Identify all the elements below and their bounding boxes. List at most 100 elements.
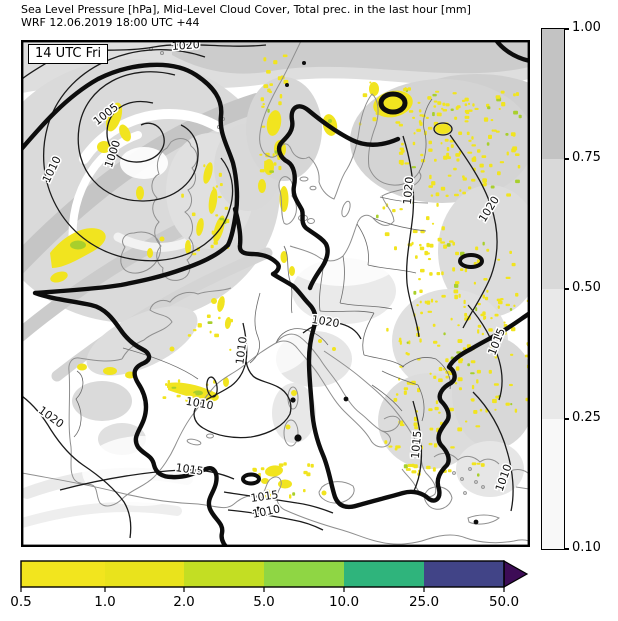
precip-speckle — [446, 153, 449, 157]
precip-speckle — [428, 127, 432, 130]
precip-speckle — [481, 463, 485, 467]
precip-colorbar-segment — [21, 561, 105, 587]
precip-speckle — [178, 379, 180, 383]
precip-speckle — [396, 393, 399, 396]
precip-speckle — [515, 153, 520, 156]
precip-speckle — [463, 306, 466, 308]
precip-speckle — [453, 168, 457, 171]
precip-speckle — [453, 92, 457, 94]
precip-speckle — [458, 359, 462, 363]
precip-speckle — [478, 303, 481, 305]
precip-speckle — [279, 463, 284, 467]
precip-colorbar-tick-label: 50.0 — [489, 594, 519, 609]
precip-speckle — [465, 421, 468, 423]
precip-speckle — [483, 242, 485, 246]
precip-speckle — [460, 268, 463, 271]
precip-speckle — [515, 409, 517, 413]
precip-colorbar-tick-label: 5.0 — [253, 594, 274, 609]
precip-speckle — [261, 106, 264, 108]
precip-speckle — [406, 468, 411, 471]
precip-speckle — [432, 94, 436, 97]
precip-speckle — [429, 272, 432, 276]
precip-speckle — [477, 149, 481, 153]
cloud-colorbar-tick — [564, 288, 569, 289]
precip-speckle — [488, 135, 492, 139]
precip-speckle — [177, 395, 181, 398]
precip-speckle — [518, 165, 521, 169]
precip-speckle — [267, 109, 269, 113]
precip-speckle — [494, 409, 496, 411]
precip-speckle — [506, 304, 510, 306]
precip-speckle — [457, 105, 461, 108]
precip-speckle — [208, 321, 213, 324]
precip-speckle — [454, 284, 458, 288]
precip-speckle — [406, 352, 408, 355]
precip-speckle — [504, 322, 506, 324]
cloud-colorbar-tick-label: 0.25 — [572, 410, 601, 425]
precip-speckle — [215, 214, 218, 216]
precip-speckle — [426, 216, 430, 220]
precip-colorbar-tick-label: 25.0 — [409, 594, 439, 609]
precip-speckle — [476, 379, 478, 383]
precip-speckle — [399, 340, 402, 342]
precip-speckle — [214, 241, 218, 244]
precip-speckle — [426, 252, 430, 254]
precip-speckle — [167, 384, 170, 388]
precip-speckle — [501, 102, 505, 106]
precip-speckle — [465, 103, 468, 106]
precip-speckle — [465, 110, 469, 113]
precip-speckle — [420, 154, 423, 156]
precip-speckle — [464, 313, 467, 317]
precip-speckle — [398, 445, 401, 448]
precip-speckle — [468, 186, 471, 189]
precip-speckle — [454, 290, 459, 294]
figure-title-line2: WRF 12.06.2019 18:00 UTC +44 — [21, 16, 471, 29]
precip-speckle — [516, 92, 519, 96]
precip-speckle — [513, 111, 518, 115]
precip-speckle — [422, 115, 426, 118]
precip-speckle — [261, 97, 264, 101]
precip-speckle — [473, 410, 477, 414]
precip-speckle — [259, 154, 262, 156]
precip-speckle — [168, 380, 170, 384]
precip-speckle — [433, 341, 437, 344]
precip-speckle — [408, 464, 412, 467]
precip-speckle — [487, 142, 490, 145]
precip-speckle — [435, 301, 438, 303]
precip-speckle — [430, 428, 434, 431]
precip-speckle — [430, 373, 432, 375]
precip-speckle — [451, 109, 454, 112]
precip-speckle — [407, 342, 409, 344]
precip-speckle — [510, 403, 512, 405]
precip-speckle — [472, 385, 474, 389]
precip-speckle — [283, 462, 286, 465]
precip-speckle — [419, 290, 422, 294]
precip-speckle — [471, 136, 473, 140]
precip-speckle — [455, 281, 459, 284]
precip-speckle — [448, 175, 452, 177]
precip-speckle — [468, 110, 472, 112]
precip-speckle — [442, 226, 445, 230]
precip-speckle — [439, 113, 442, 117]
cloud-colorbar-segment — [542, 29, 564, 159]
precip-speckle — [475, 247, 478, 251]
weather-map-canvas: 1020100510001010102010101010101510201020… — [22, 41, 529, 546]
isobar-label: 1010 — [251, 502, 281, 521]
precip-speckle — [449, 240, 454, 242]
precip-speckle — [203, 164, 205, 167]
precip-speckle — [409, 110, 413, 113]
precip-speckle — [404, 387, 408, 390]
precip-speckle — [273, 60, 277, 64]
precip-speckle — [471, 360, 476, 363]
precip-speckle — [488, 328, 493, 331]
precip-speckle — [395, 448, 398, 451]
precip-colorbar-segment — [105, 561, 184, 587]
precip-speckle — [274, 162, 277, 166]
cloud-colorbar-segment — [542, 159, 564, 289]
precip-speckle — [459, 189, 461, 192]
cloud-colorbar-tick-label: 1.00 — [572, 20, 601, 35]
cloud-colorbar-tick — [564, 158, 569, 159]
cloud-colorbar-tick-label: 0.50 — [572, 280, 601, 295]
precip-speckle — [427, 96, 431, 100]
precip-speckle — [395, 121, 400, 124]
